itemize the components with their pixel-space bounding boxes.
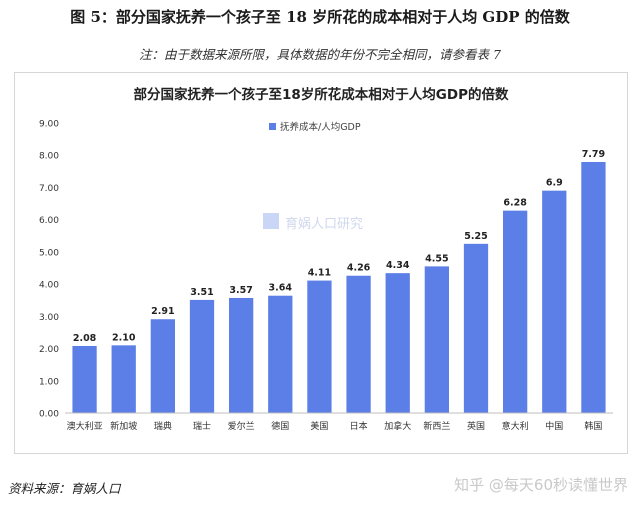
x-tick-label: 瑞士 [193,420,211,432]
bar [268,295,293,413]
bar [581,161,606,413]
x-axis: 澳大利亚 新加坡 瑞典 瑞士 爱尔兰 德国 美国 日本 加拿大 新西兰 英国 意大利 中国 韩国 [65,412,613,432]
figure-note: 注：由于数据来源所限，具体数据的年份不完全相同，请参看表 7 [139,47,501,62]
bar [307,280,332,413]
bar [346,275,371,413]
bar [150,319,175,413]
bar [385,273,410,413]
bar-data-label: 3.64 [269,283,293,294]
x-tick-label: 澳大利亚 [67,420,103,432]
x-tick-label: 美国 [310,420,328,432]
chart-legend: 抚养成本/人均GDP [269,121,361,133]
bar [463,243,489,413]
y-tick-label: 2.00 [39,345,59,355]
y-tick-label: 7.00 [39,184,59,194]
bar [72,345,97,413]
y-tick-label: 6.00 [39,216,59,226]
legend-label: 抚养成本/人均GDP [280,121,361,133]
x-tick-label: 中国 [545,420,563,432]
y-tick-label: 4.00 [39,281,59,291]
bar-data-label: 2.08 [73,333,97,344]
bar-data-label: 4.34 [386,260,410,271]
legend-swatch [269,123,276,130]
x-tick-label: 德国 [271,420,289,432]
bar [424,266,449,413]
y-tick-label: 0.00 [39,410,59,420]
bar-data-label: 5.25 [464,231,487,242]
y-tick-label: 9.00 [39,120,59,130]
bar-data-label: 7.79 [582,149,605,160]
y-tick-label: 8.00 [39,152,59,162]
x-tick-label: 英国 [467,420,485,432]
chart-title: 部分国家抚养一个孩子至18岁所花成本相对于人均GDP的倍数 [134,86,509,103]
y-tick-label: 3.00 [39,313,59,323]
bar-data-label: 3.57 [229,285,252,296]
bar [542,190,567,413]
y-tick-label: 1.00 [39,377,59,387]
y-tick-label: 5.00 [39,248,59,258]
source-note: 资料来源：育娲人口 [8,481,121,496]
bar-data-label: 4.26 [347,263,371,274]
bar [503,210,528,413]
bar-data-label: 2.10 [112,332,136,343]
watermark-text: 育娲人口研究 [285,216,363,232]
bar-data-label: 4.55 [425,253,448,264]
bar-chart: 部分国家抚养一个孩子至18岁所花成本相对于人均GDP的倍数 育娲人口研究 抚养成… [39,86,613,432]
bar [111,345,136,413]
bar-data-label: 4.11 [308,268,331,279]
y-axis: 0.00 1.00 2.00 3.00 4.00 5.00 6.00 7.00 8.00 9.00 [39,120,59,420]
bar [189,299,215,413]
bars: 2.08 2.10 2.91 3.51 3.57 3.64 4.11 4.26 4.34 4.55… [72,149,606,413]
bar-data-label: 2.91 [151,306,174,317]
bar-data-label: 3.51 [190,287,213,298]
x-tick-label: 爱尔兰 [228,420,255,432]
x-tick-label: 加拿大 [384,420,411,432]
x-tick-label: 新西兰 [423,420,450,432]
x-tick-label: 新加坡 [110,420,137,432]
figure-title: 图 5：部分国家抚养一个孩子至 18 岁所花的成本相对于人均 GDP 的倍数 [70,8,570,26]
chart-container: 部分国家抚养一个孩子至18岁所花成本相对于人均GDP的倍数 育娲人口研究 抚养成… [14,72,628,454]
x-tick-label: 意大利 [502,420,529,432]
bar-data-label: 6.28 [503,198,527,209]
bar-data-label: 6.9 [546,178,563,189]
x-tick-label: 日本 [350,420,368,432]
x-tick-label: 瑞典 [154,420,172,432]
bar [229,297,254,413]
watermark-logo: 育娲人口研究 [263,213,363,232]
credit-watermark: 知乎 @每天60秒读懂世界 [454,476,628,494]
x-tick-label: 韩国 [584,420,602,432]
